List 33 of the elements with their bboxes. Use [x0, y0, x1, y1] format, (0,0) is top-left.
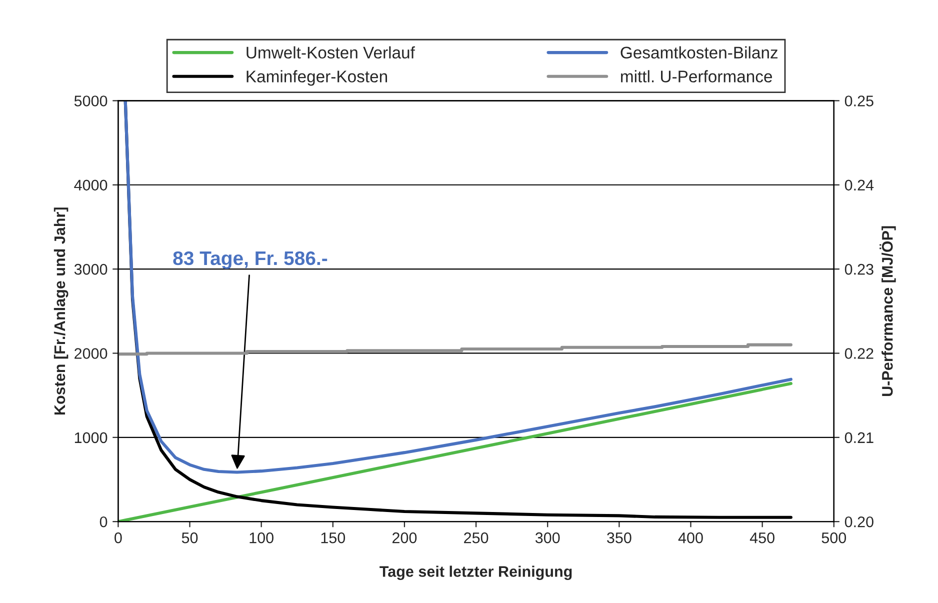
- legend-label: Gesamtkosten-Bilanz: [620, 46, 778, 59]
- x-tick-label: 150: [321, 532, 346, 544]
- y-tick-label: 1000: [74, 432, 108, 444]
- x-axis-title: Tage seit letzter Reinigung: [380, 566, 572, 580]
- x-tick-label: 100: [250, 532, 274, 544]
- y2-tick-label: 0.20: [844, 516, 874, 528]
- y2-tick-label: 0.22: [844, 348, 874, 359]
- y-tick-label: 5000: [74, 96, 108, 106]
- annotation: 83 Tage, Fr. 586.-: [173, 251, 328, 270]
- x-tick-label: 350: [607, 532, 632, 544]
- legend-label: mittl. U-Performance: [621, 70, 772, 82]
- y-tick-label: 0: [100, 516, 108, 528]
- legend-label: Umwelt-Kosten Verlauf: [246, 46, 415, 59]
- legend-label: Kaminfeger-Kosten: [246, 70, 388, 86]
- y-tick-label: 3000: [74, 264, 108, 275]
- line-series: [118, 343, 792, 356]
- x-tick-label: 0: [114, 532, 122, 544]
- line-series: [118, 382, 792, 522]
- x-tick-label: 200: [392, 532, 417, 544]
- y-tick-label: 2000: [74, 348, 108, 359]
- y2-tick-label: 0.21: [844, 432, 874, 444]
- x-tick-label: 250: [464, 532, 488, 544]
- x-tick-label: 450: [750, 532, 774, 544]
- y-tick-label: 4000: [74, 180, 108, 191]
- y2-tick-label: 0.23: [844, 264, 874, 275]
- x-tick-label: 500: [822, 532, 846, 544]
- y-axis-title: Kosten [Fr./Anlage und Jahr]: [54, 208, 68, 415]
- y2-tick-label: 0.24: [844, 180, 874, 191]
- x-tick-label: 50: [182, 532, 198, 544]
- x-tick-label: 300: [535, 532, 560, 544]
- x-tick-label: 400: [678, 532, 703, 544]
- y2-tick-label: 0.25: [844, 96, 874, 106]
- y2-axis-title: U-Performance [MJ/ÖP]: [880, 226, 896, 396]
